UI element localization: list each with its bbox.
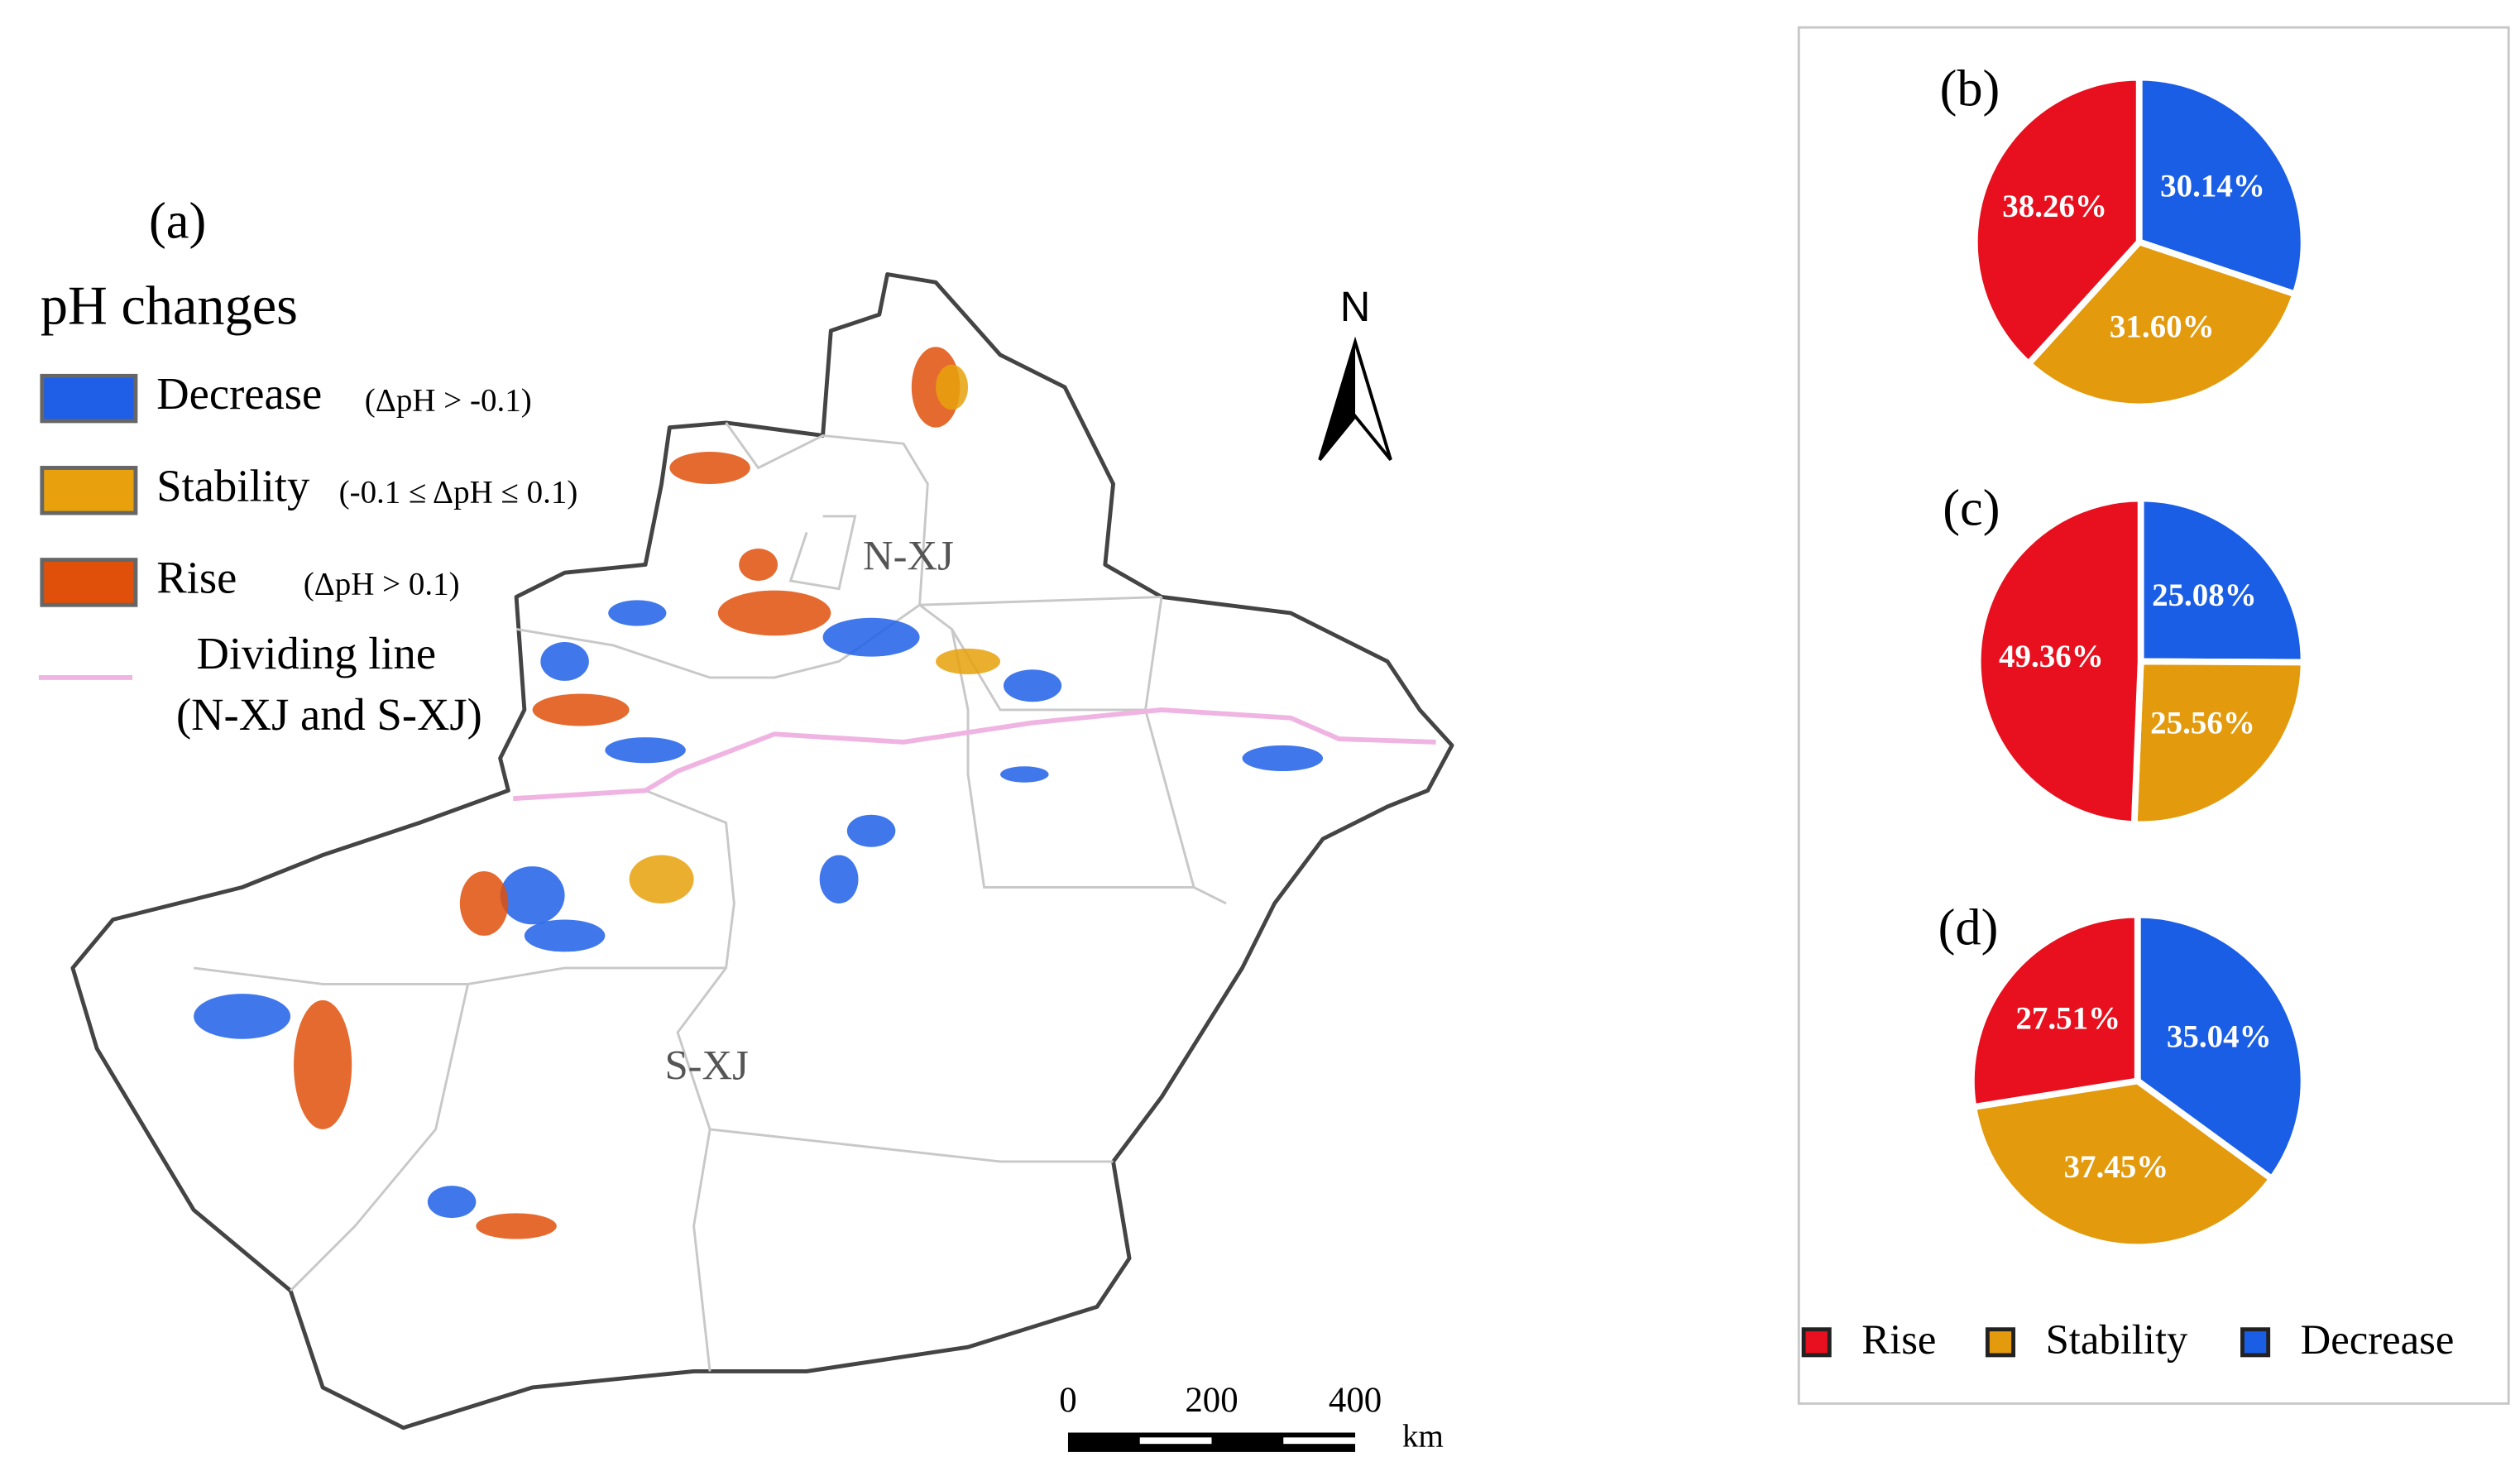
map-legend: Decrease (ΔpH > -0.1) Stability (-0.1 ≤ ΔpH…	[40, 368, 578, 607]
pie-slice	[1974, 495, 2144, 828]
legend-swatch	[1801, 1327, 1832, 1358]
scale-tick-label: 400	[1329, 1381, 1382, 1420]
patch	[194, 994, 291, 1039]
legend-swatch	[2240, 1327, 2271, 1358]
patch	[1003, 669, 1062, 702]
patch	[532, 693, 630, 726]
pie-slice	[2137, 495, 2307, 666]
patch	[294, 999, 352, 1129]
pie-charts: (b) 30.14% 31.60% 38.26% (c) 25.08% 25.56% 49.3…	[1938, 60, 2307, 1251]
patch	[822, 617, 920, 657]
value-label: 31.60%	[2110, 309, 2215, 344]
value-label: 30.14%	[2160, 169, 2265, 204]
patch	[524, 919, 606, 952]
patch	[717, 590, 831, 636]
legend-label: Rise	[156, 552, 237, 602]
scale-bar: 0 200 400 km	[1059, 1381, 1444, 1454]
region-label: N-XJ	[863, 532, 954, 578]
pie-title: (b)	[1940, 60, 2000, 117]
panel-label: (a)	[149, 192, 206, 249]
ph-change-patches	[194, 347, 1324, 1239]
region-label: S-XJ	[664, 1042, 748, 1088]
legend-swatch	[1985, 1327, 2016, 1358]
pie-slice	[2024, 237, 2300, 410]
patch	[500, 866, 565, 925]
patch	[936, 364, 969, 410]
value-label: 38.26%	[2002, 189, 2107, 224]
patch	[669, 451, 750, 484]
scale-bar-segment	[1139, 1437, 1212, 1445]
legend-label: Decrease	[156, 368, 322, 419]
legend-swatch	[40, 466, 138, 515]
patch	[739, 548, 778, 581]
value-label: 49.36%	[1999, 639, 2104, 674]
legend-title: pH changes	[41, 276, 298, 337]
pie-slice	[1968, 911, 2141, 1111]
dividing-line	[513, 707, 1436, 802]
pie-legend: Rise Stability Decrease	[1801, 1316, 2455, 1363]
value-label: 25.56%	[2150, 706, 2255, 741]
province-outline	[70, 272, 1454, 1431]
pie-slice	[2135, 74, 2307, 299]
patch	[540, 642, 589, 681]
pie-slice	[2130, 658, 2307, 828]
scale-tick-label: 0	[1059, 1381, 1076, 1420]
patch	[629, 855, 694, 903]
patch	[459, 870, 509, 936]
patch	[608, 600, 667, 626]
value-label: 27.51%	[2015, 1001, 2120, 1037]
legend-note: (-0.1 ≤ ΔpH ≤ 0.1)	[339, 475, 578, 510]
legend-swatch	[40, 373, 138, 424]
value-label: 35.04%	[2167, 1018, 2272, 1054]
legend-note: (N-XJ and S-XJ)	[176, 689, 482, 740]
value-label: 25.08%	[2152, 578, 2257, 613]
patch	[1242, 745, 1324, 772]
pie-slice	[1971, 74, 2143, 369]
pie-title: (d)	[1938, 899, 1999, 956]
patch	[846, 814, 896, 847]
legend-label: Decrease	[2301, 1316, 2455, 1363]
legend-label: Rise	[1861, 1316, 1936, 1363]
patch	[819, 855, 859, 903]
value-label: 37.45%	[2064, 1149, 2169, 1185]
legend-note: (ΔpH > -0.1)	[365, 382, 532, 418]
patch	[1000, 766, 1049, 783]
north-label: N	[1340, 283, 1371, 330]
legend-swatch	[40, 558, 138, 607]
pie-slice	[1969, 1077, 2277, 1251]
legend-note: (ΔpH > 0.1)	[304, 567, 460, 602]
patch	[936, 648, 1001, 675]
legend-label: Dividing line	[197, 628, 437, 678]
scale-tick-label: 200	[1185, 1381, 1238, 1420]
north-arrow-fill	[1320, 342, 1356, 460]
patch	[476, 1213, 557, 1239]
patch	[605, 737, 686, 764]
scale-bar-segment	[1283, 1437, 1356, 1445]
pie-title: (c)	[1943, 479, 2000, 536]
scale-unit: km	[1402, 1418, 1444, 1454]
pie-slice	[2134, 911, 2307, 1184]
legend-label: Stability	[2046, 1316, 2188, 1363]
patch	[427, 1186, 477, 1219]
legend-label: Stability	[156, 460, 310, 510]
map: N-XJ S-XJ N (a) pH changes Decrease (ΔpH …	[38, 192, 1454, 1454]
